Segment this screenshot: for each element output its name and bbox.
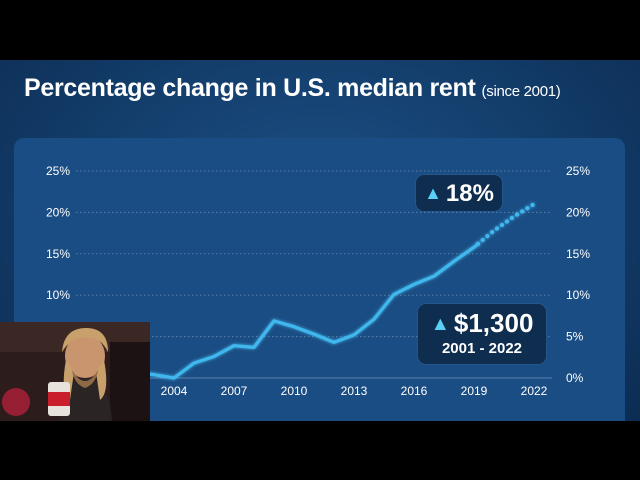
x-tick-label: 2022 [521, 384, 548, 398]
arrow-up-icon: ▲ [424, 183, 442, 203]
webcam-overlay [0, 322, 150, 421]
chart-title-text: Percentage change in U.S. median rent [24, 74, 476, 102]
y-tick-label-left: 10% [46, 288, 70, 302]
y-tick-label-left: 25% [46, 164, 70, 178]
y-tick-label-left: 20% [46, 205, 70, 219]
rent-series-line [112, 242, 480, 380]
y-tick-label-left: 15% [46, 247, 70, 261]
arrow-up-icon: ▲ [430, 313, 450, 335]
projected-series-line [475, 202, 537, 246]
rent-date-range: 2001 - 2022 [441, 340, 523, 357]
y-tick-label-right: 0% [566, 371, 584, 385]
letterbox-bottom [0, 421, 640, 480]
x-tick-label: 2013 [341, 384, 368, 398]
y-tick-label-right: 20% [566, 205, 590, 219]
x-tick-label: 2007 [221, 384, 248, 398]
x-tick-label: 2010 [281, 384, 308, 398]
y-tick-label-right: 5% [566, 330, 584, 344]
chart-series [112, 202, 537, 380]
percent-change-value: 18% [445, 180, 494, 207]
y-tick-label-right: 25% [566, 164, 590, 178]
x-tick-label: 2016 [401, 384, 428, 398]
chart-subtitle: (since 2001) [481, 83, 561, 100]
y-tick-label-right: 15% [566, 247, 590, 261]
letterbox-top [0, 0, 640, 60]
x-tick-label: 2004 [161, 384, 188, 398]
video-frame: Percentage change in U.S. median rent (si… [0, 60, 640, 421]
x-tick-label: 2019 [461, 384, 488, 398]
y-tick-label-right: 10% [566, 288, 590, 302]
chart-title: Percentage change in U.S. median rent (si… [24, 74, 561, 103]
x-axis: 2004 2007 2010 2013 2016 2019 2022 [161, 384, 548, 398]
y-axis-right: 0% 5% 10% 15% 20% 25% [566, 164, 590, 385]
percent-change-callout: ▲ 18% [416, 175, 502, 211]
rent-amount: $1,300 [453, 308, 534, 338]
rent-callout: ▲ $1,300 2001 - 2022 [418, 304, 546, 364]
